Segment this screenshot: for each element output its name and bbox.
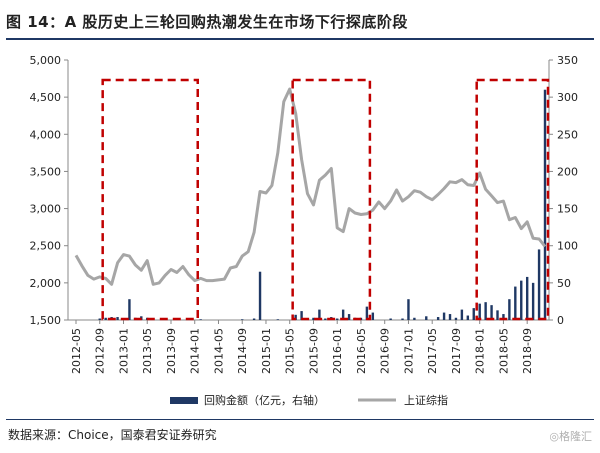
left-tick-label: 3,000 xyxy=(30,203,62,216)
right-tick-label: 200 xyxy=(557,165,578,178)
bar xyxy=(371,312,375,320)
x-tick-label: 2016-05 xyxy=(355,328,368,374)
bar xyxy=(520,280,523,320)
bar xyxy=(300,311,303,320)
x-tick-label: 2013-01 xyxy=(117,328,130,374)
bar xyxy=(318,309,321,320)
left-tick-label: 2,000 xyxy=(30,277,62,290)
x-tick-label: 2014-09 xyxy=(236,328,249,374)
x-tick-label: 2018-01 xyxy=(474,328,487,374)
bar xyxy=(341,309,345,320)
right-tick-label: 100 xyxy=(557,240,578,253)
legend-bar-swatch xyxy=(170,397,198,404)
bar xyxy=(448,314,452,320)
legend-bar-label: 回购金额（亿元，右轴） xyxy=(204,393,325,407)
bar xyxy=(116,317,119,320)
figure-title: 图 14：A 股历史上三轮回购热潮发生在市场下行探底阶段 xyxy=(6,12,408,31)
bar xyxy=(199,319,202,320)
x-tick-label: 2016-09 xyxy=(379,328,392,374)
bar xyxy=(454,317,458,320)
watermark: ◎格隆汇 xyxy=(549,430,592,443)
chart-canvas: 1,500 2,000 2,500 3,000 3,500 4,000 4,500 5,000… xyxy=(30,54,579,407)
x-tick-label: 2012-09 xyxy=(94,328,107,374)
bar xyxy=(472,308,475,320)
index-line xyxy=(74,87,547,286)
x-tick-label: 2017-09 xyxy=(450,328,463,374)
bar xyxy=(241,319,244,320)
right-tick-label: 150 xyxy=(557,203,578,216)
bar xyxy=(442,312,446,320)
right-tick-label: 250 xyxy=(557,128,578,141)
bar xyxy=(496,310,499,320)
x-tick-label: 2013-09 xyxy=(165,328,178,374)
bar xyxy=(508,299,511,320)
bar xyxy=(543,89,547,320)
bar xyxy=(537,249,541,320)
x-tick-label: 2014-01 xyxy=(189,328,202,374)
x-tick-label: 2014-05 xyxy=(212,328,225,374)
left-tick-label: 4,000 xyxy=(30,128,62,141)
right-tick-label: 300 xyxy=(557,91,578,104)
bar xyxy=(484,302,487,320)
bar xyxy=(514,286,517,320)
left-tick-label: 5,000 xyxy=(30,54,62,67)
left-tick-label: 4,500 xyxy=(30,91,62,104)
bar xyxy=(104,317,107,320)
bar xyxy=(312,317,315,320)
bar xyxy=(478,303,481,320)
bar xyxy=(490,305,493,320)
x-tick-label: 2012-05 xyxy=(70,328,83,374)
legend-line-label: 上证综指 xyxy=(404,393,448,407)
bar xyxy=(389,318,392,320)
bar xyxy=(252,318,256,320)
left-tick-label: 2,500 xyxy=(30,240,62,253)
bar xyxy=(531,282,535,320)
bar xyxy=(466,315,470,320)
bar xyxy=(98,318,101,320)
bar xyxy=(324,318,327,320)
left-tick-label: 1,500 xyxy=(30,314,62,327)
bar xyxy=(258,271,262,320)
bar xyxy=(436,317,440,320)
bar xyxy=(276,319,280,320)
title-rule xyxy=(6,38,594,40)
right-tick-label: 350 xyxy=(557,54,578,67)
source-rule xyxy=(6,419,594,420)
bar xyxy=(401,318,404,320)
x-tick-label: 2017-01 xyxy=(402,328,415,374)
bar xyxy=(365,306,369,320)
bar xyxy=(460,309,464,320)
right-tick-label: 0 xyxy=(557,314,564,327)
bar xyxy=(502,314,505,320)
x-tick-label: 2018-05 xyxy=(497,328,510,374)
right-tick-label: 50 xyxy=(557,277,571,290)
bar xyxy=(347,314,351,320)
bar xyxy=(294,314,297,320)
x-tick-label: 2018-09 xyxy=(521,328,534,374)
source-note: 数据来源：Choice，国泰君安证券研究 xyxy=(8,428,217,442)
x-tick-label: 2015-09 xyxy=(307,328,320,374)
x-tick-label: 2016-01 xyxy=(331,328,344,374)
x-tick-label: 2017-05 xyxy=(426,328,439,374)
bar xyxy=(407,299,410,320)
highlight-box xyxy=(475,78,550,321)
x-tick-label: 2015-05 xyxy=(284,328,297,374)
left-tick-label: 3,500 xyxy=(30,165,62,178)
bar xyxy=(525,276,529,320)
highlight-box xyxy=(101,78,199,321)
highlight-box xyxy=(291,78,372,321)
x-tick-label: 2015-01 xyxy=(260,328,273,374)
bar xyxy=(128,299,131,320)
bar xyxy=(336,318,339,320)
bar xyxy=(413,317,416,320)
x-tick-label: 2013-05 xyxy=(141,328,154,374)
bar xyxy=(425,316,428,320)
